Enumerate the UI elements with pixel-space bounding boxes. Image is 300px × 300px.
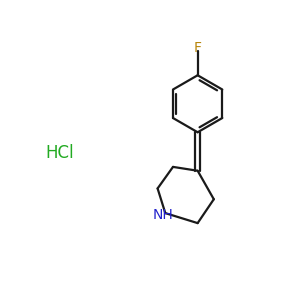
Text: HCl: HCl — [46, 144, 74, 162]
Text: NH: NH — [153, 208, 173, 222]
Text: F: F — [194, 40, 202, 55]
